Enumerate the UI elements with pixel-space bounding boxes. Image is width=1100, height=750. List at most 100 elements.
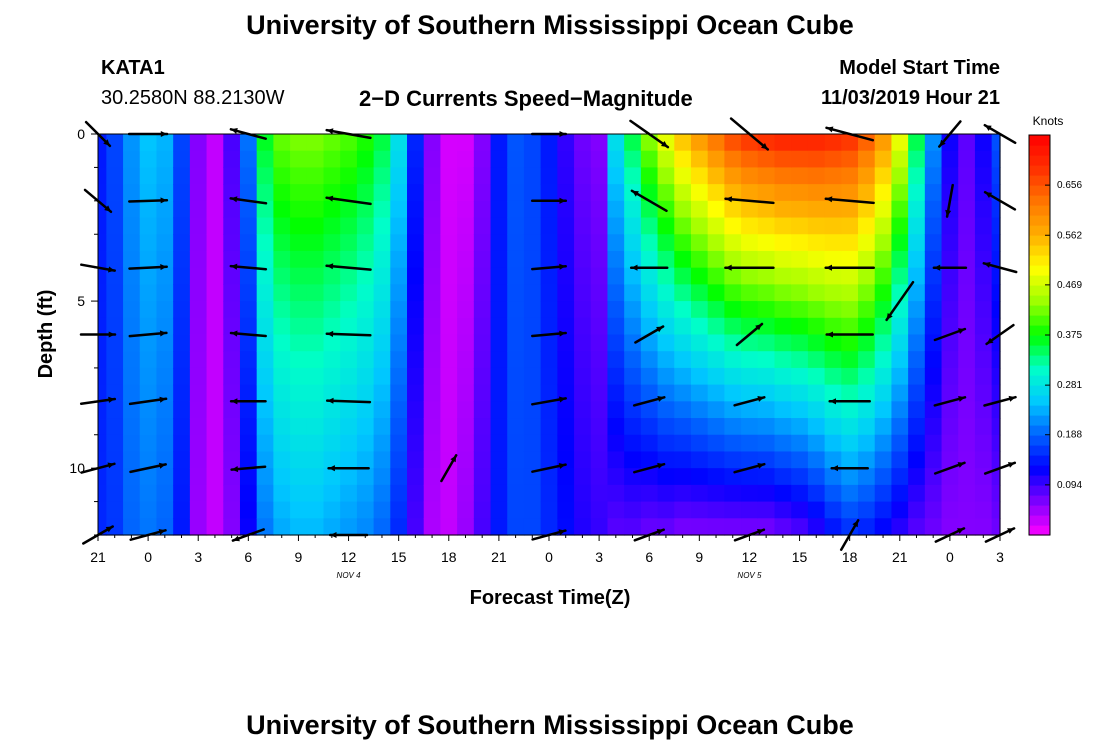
heatmap-cell — [106, 301, 124, 319]
heatmap-cell — [473, 184, 492, 202]
heatmap-cell — [908, 250, 926, 269]
heatmap-cell — [690, 301, 709, 319]
heatmap-cell — [507, 334, 525, 352]
heatmap-cell — [523, 284, 542, 302]
heatmap-cell — [373, 418, 391, 436]
heatmap-cell — [924, 434, 943, 453]
heatmap-cell — [607, 501, 625, 519]
heatmap-cell — [624, 200, 642, 219]
heatmap-cell — [356, 184, 375, 202]
heatmap-cell — [958, 501, 976, 519]
heatmap-cell — [741, 150, 759, 169]
heatmap-cell — [507, 267, 525, 285]
heatmap-cell — [156, 134, 174, 152]
heatmap-cell — [106, 200, 124, 219]
heatmap-cell — [390, 184, 408, 202]
current-vector — [724, 264, 775, 271]
heatmap-cell — [974, 150, 993, 169]
heatmap-cell — [640, 250, 659, 269]
heatmap-cell — [223, 384, 241, 402]
heatmap-cell — [557, 301, 575, 319]
heatmap-cell — [98, 317, 107, 336]
heatmap-cell — [590, 351, 609, 369]
heatmap-cell — [941, 167, 959, 185]
heatmap-cell — [690, 518, 709, 536]
heatmap-cell — [858, 284, 876, 302]
heatmap-cell — [139, 217, 158, 235]
heatmap-cell — [924, 418, 943, 436]
heatmap-cell — [340, 267, 358, 285]
heatmap-cell — [407, 351, 425, 369]
heatmap-cell — [891, 200, 909, 219]
heatmap-cell — [340, 418, 358, 436]
heatmap-cell — [407, 184, 425, 202]
heatmap-cell — [123, 267, 141, 285]
heatmap-cell — [924, 284, 943, 302]
x-axis: 21 0 3 6 9 12 15 18 21 0 3 6 9 12 15 18 21 0 3 NOV 4 NOV 5 — [90, 535, 1004, 580]
heatmap-cell — [724, 301, 742, 319]
heatmap-cell — [306, 284, 325, 302]
heatmap-cell — [356, 451, 375, 469]
heatmap-cell — [590, 334, 609, 352]
heatmap-cell — [407, 200, 425, 219]
heatmap-cell — [707, 384, 725, 402]
heatmap-cell — [106, 434, 124, 453]
heatmap-cell — [574, 451, 592, 469]
heatmap-cell — [707, 317, 725, 336]
heatmap-cell — [908, 317, 926, 336]
heatmap-cell — [473, 217, 492, 235]
heatmap-cell — [590, 184, 609, 202]
current-vector — [945, 183, 954, 218]
x-tick-label: 21 — [491, 549, 507, 565]
heatmap-cell — [690, 468, 709, 486]
heatmap-cell — [323, 484, 341, 503]
heatmap-cell — [173, 334, 191, 352]
heatmap-cell — [490, 284, 508, 302]
heatmap-cell — [189, 484, 208, 503]
heatmap-cell — [290, 334, 308, 352]
heatmap-cell — [707, 518, 725, 536]
heatmap-cell — [874, 451, 893, 469]
heatmap-cell — [106, 384, 124, 402]
heatmap-cell — [624, 317, 642, 336]
heatmap-cell — [423, 184, 442, 202]
heatmap-cell — [841, 250, 859, 269]
heatmap-cell — [490, 250, 508, 269]
heatmap-cell — [590, 484, 609, 503]
heatmap-cell — [991, 150, 1001, 169]
current-vector — [932, 264, 968, 271]
heatmap-cell — [490, 301, 508, 319]
heatmap-cell — [423, 250, 442, 269]
x-tick-label: 21 — [90, 549, 106, 565]
heatmap-cell — [306, 334, 325, 352]
heatmap-cell — [139, 434, 158, 453]
heatmap-cell — [807, 351, 826, 369]
heatmap-cell — [757, 367, 776, 386]
heatmap-cell — [106, 484, 124, 503]
heatmap-cell — [590, 267, 609, 285]
heatmap-cell — [874, 317, 893, 336]
heatmap-cell — [557, 434, 575, 453]
heatmap-cell — [908, 518, 926, 536]
colorbar-step — [1029, 525, 1050, 536]
heatmap-cell — [640, 468, 659, 486]
heatmap-cell — [139, 351, 158, 369]
heatmap-cell — [173, 134, 191, 152]
heatmap-cell — [123, 484, 141, 503]
heatmap-cell — [340, 150, 358, 169]
heatmap-cell — [423, 418, 442, 436]
heatmap-cell — [473, 150, 492, 169]
heatmap-cell — [540, 484, 558, 503]
heatmap-cell — [607, 317, 625, 336]
heatmap-cell — [273, 250, 291, 269]
heatmap-cell — [624, 267, 642, 285]
heatmap-cell — [807, 501, 826, 519]
x-tick-label: 6 — [645, 549, 653, 565]
heatmap-cell — [941, 384, 959, 402]
heatmap-cell — [173, 234, 191, 252]
heatmap-cell — [540, 418, 558, 436]
heatmap-cell — [390, 234, 408, 252]
heatmap-cell — [273, 150, 291, 169]
heatmap-cell — [98, 367, 107, 386]
heatmap-cell — [891, 317, 909, 336]
